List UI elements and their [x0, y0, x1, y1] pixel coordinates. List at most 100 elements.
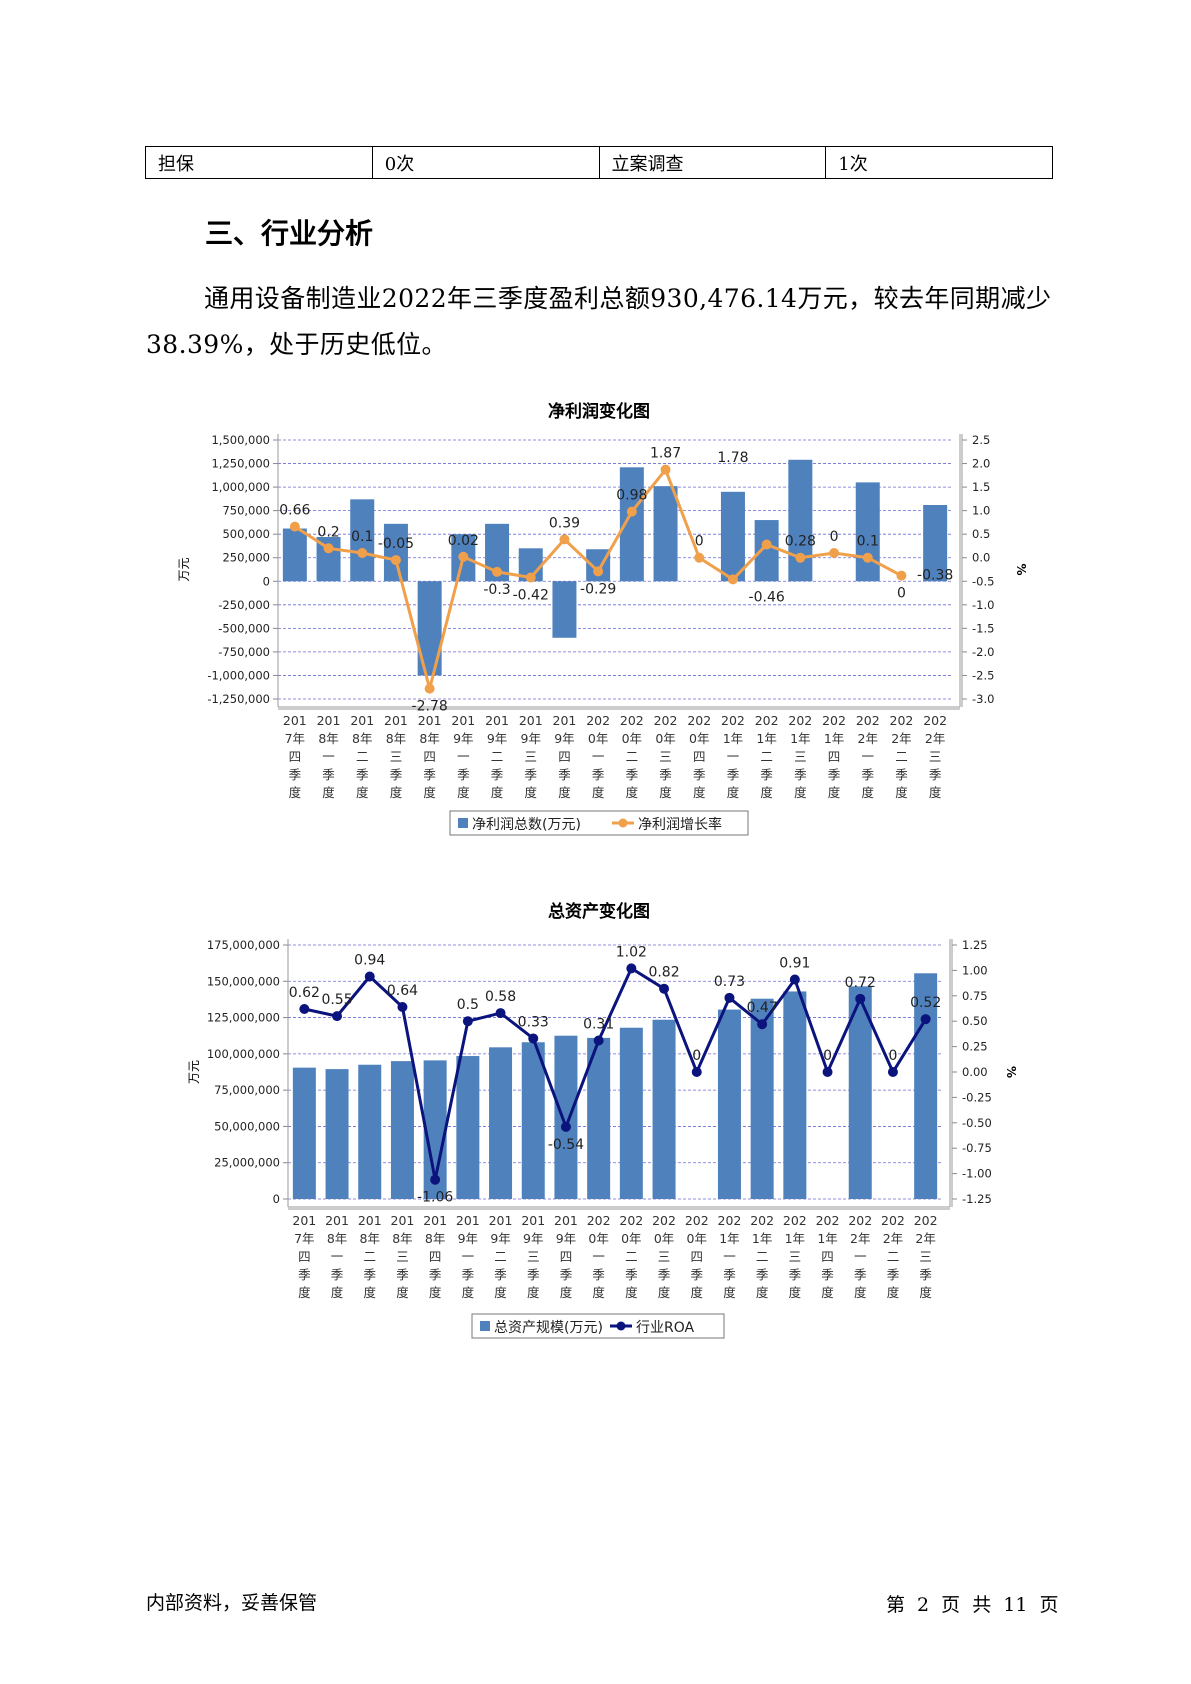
legend-bar-swatch	[480, 1321, 490, 1331]
table-cell: 0次	[371, 146, 600, 179]
data-label: 0.62	[289, 985, 320, 1001]
x-tick-label: 2年	[915, 1231, 935, 1246]
x-tick-label: 季	[929, 767, 942, 782]
x-tick-label: 季	[821, 1267, 834, 1282]
data-label: 0	[823, 1048, 832, 1064]
data-label: 1.78	[717, 450, 748, 466]
y2-tick-label: 0.5	[972, 527, 990, 541]
x-tick-label: 2年	[925, 731, 945, 746]
x-tick-label: 202	[654, 713, 678, 728]
x-tick-label: 二	[895, 749, 908, 764]
data-label: -2.78	[412, 699, 448, 715]
x-tick-label: 二	[887, 1249, 900, 1264]
line-point	[659, 983, 670, 994]
x-tick-label: 201	[521, 1213, 545, 1228]
x-tick-label: 201	[485, 713, 509, 728]
line-point	[397, 1001, 408, 1012]
x-tick-label: 季	[861, 767, 874, 782]
x-tick-label: 季	[693, 767, 706, 782]
y2-tick-label: -3.0	[972, 692, 994, 706]
line-point	[896, 570, 907, 581]
x-tick-label: 9年	[521, 731, 541, 746]
x-tick-label: 201	[292, 1213, 316, 1228]
x-tick-label: 一	[457, 749, 470, 764]
x-tick-label: 8年	[318, 731, 338, 746]
y-tick-label: -250,000	[218, 598, 270, 612]
bar	[282, 528, 307, 582]
data-label: 0.47	[747, 1000, 778, 1016]
x-tick-label: 1年	[817, 1231, 837, 1246]
x-tick-label: 0年	[655, 731, 675, 746]
x-tick-label: 度	[756, 1285, 769, 1300]
x-tick-label: 1年	[752, 1231, 772, 1246]
y-tick-label: 0	[263, 574, 270, 588]
line-point	[299, 1004, 310, 1015]
y-axis-label: 万元	[187, 1060, 201, 1084]
y2-tick-label: 0.0	[972, 551, 990, 565]
x-tick-label: 四	[828, 749, 841, 764]
x-tick-label: 201	[317, 713, 341, 728]
x-tick-label: 202	[687, 713, 711, 728]
x-tick-label: 8年	[419, 731, 439, 746]
bar	[750, 998, 774, 1199]
x-tick-label: 度	[423, 785, 436, 800]
line-point	[593, 1035, 604, 1046]
body-paragraph: 通用设备制造业2022年三季度盈利总额930,476.14万元，较去年同期减少3…	[146, 284, 1052, 359]
x-tick-label: 202	[923, 713, 947, 728]
x-tick-label: 1年	[756, 731, 776, 746]
x-tick-label: 8年	[360, 1231, 380, 1246]
x-tick-label: 度	[690, 1285, 703, 1300]
table-cell: 立案调查	[598, 146, 827, 179]
x-tick-label: 9年	[453, 731, 473, 746]
y2-tick-label: -2.0	[972, 645, 994, 659]
y-tick-label: 1,250,000	[211, 457, 270, 471]
data-label: 0.91	[779, 956, 810, 972]
x-tick-label: 度	[821, 1285, 834, 1300]
page-number: 第 2 页 共 11 页	[886, 1594, 1059, 1616]
x-tick-label: 二	[363, 1249, 376, 1264]
data-label: -0.38	[917, 568, 953, 584]
x-tick-label: 度	[491, 785, 504, 800]
x-tick-label: 2年	[891, 731, 911, 746]
x-tick-label: 三	[929, 749, 942, 764]
x-tick-label: 二	[491, 749, 504, 764]
line-point	[920, 1014, 931, 1025]
x-tick-label: 季	[289, 767, 302, 782]
data-label: 0	[830, 529, 839, 545]
data-label: 0.94	[354, 952, 385, 968]
x-tick-label: 季	[560, 1267, 573, 1282]
x-tick-label: 季	[854, 1267, 867, 1282]
y-tick-label: 175,000,000	[207, 938, 280, 952]
bar	[720, 491, 745, 582]
x-tick-label: 9年	[523, 1231, 543, 1246]
data-label: 0.98	[616, 488, 647, 504]
bar	[456, 1056, 480, 1199]
line-point	[761, 539, 772, 550]
x-tick-label: 202	[755, 713, 779, 728]
line-point	[626, 506, 637, 517]
x-tick-label: 季	[690, 1267, 703, 1282]
x-tick-label: 一	[331, 1249, 344, 1264]
x-tick-label: 季	[429, 1267, 442, 1282]
data-label: 0.55	[321, 992, 352, 1008]
x-tick-label: 202	[881, 1213, 905, 1228]
net-profit-chart: 净利润变化图 1,500,000 1,250,000 1,000,000 750,000…	[0, 395, 1191, 850]
x-tick-label: 9年	[458, 1231, 478, 1246]
bar	[521, 1042, 545, 1199]
x-tick-label: 度	[524, 785, 537, 800]
x-tick-label: 季	[494, 1267, 507, 1282]
y-tick-label: 75,000,000	[214, 1083, 280, 1097]
line-point	[757, 1019, 768, 1030]
data-label: -0.54	[548, 1137, 584, 1153]
bar	[358, 1064, 382, 1199]
x-tick-label: 四	[690, 1249, 703, 1264]
x-tick-label: 二	[356, 749, 369, 764]
footer-note: 内部资料，妥善保管	[146, 1592, 318, 1614]
line-point	[357, 548, 368, 559]
x-tick-label: 8年	[352, 731, 372, 746]
x-tick-label: 度	[659, 785, 672, 800]
x-tick-label: 季	[524, 767, 537, 782]
bar	[652, 1019, 676, 1199]
x-tick-label: 季	[794, 767, 807, 782]
x-tick-label: 201	[423, 1213, 447, 1228]
